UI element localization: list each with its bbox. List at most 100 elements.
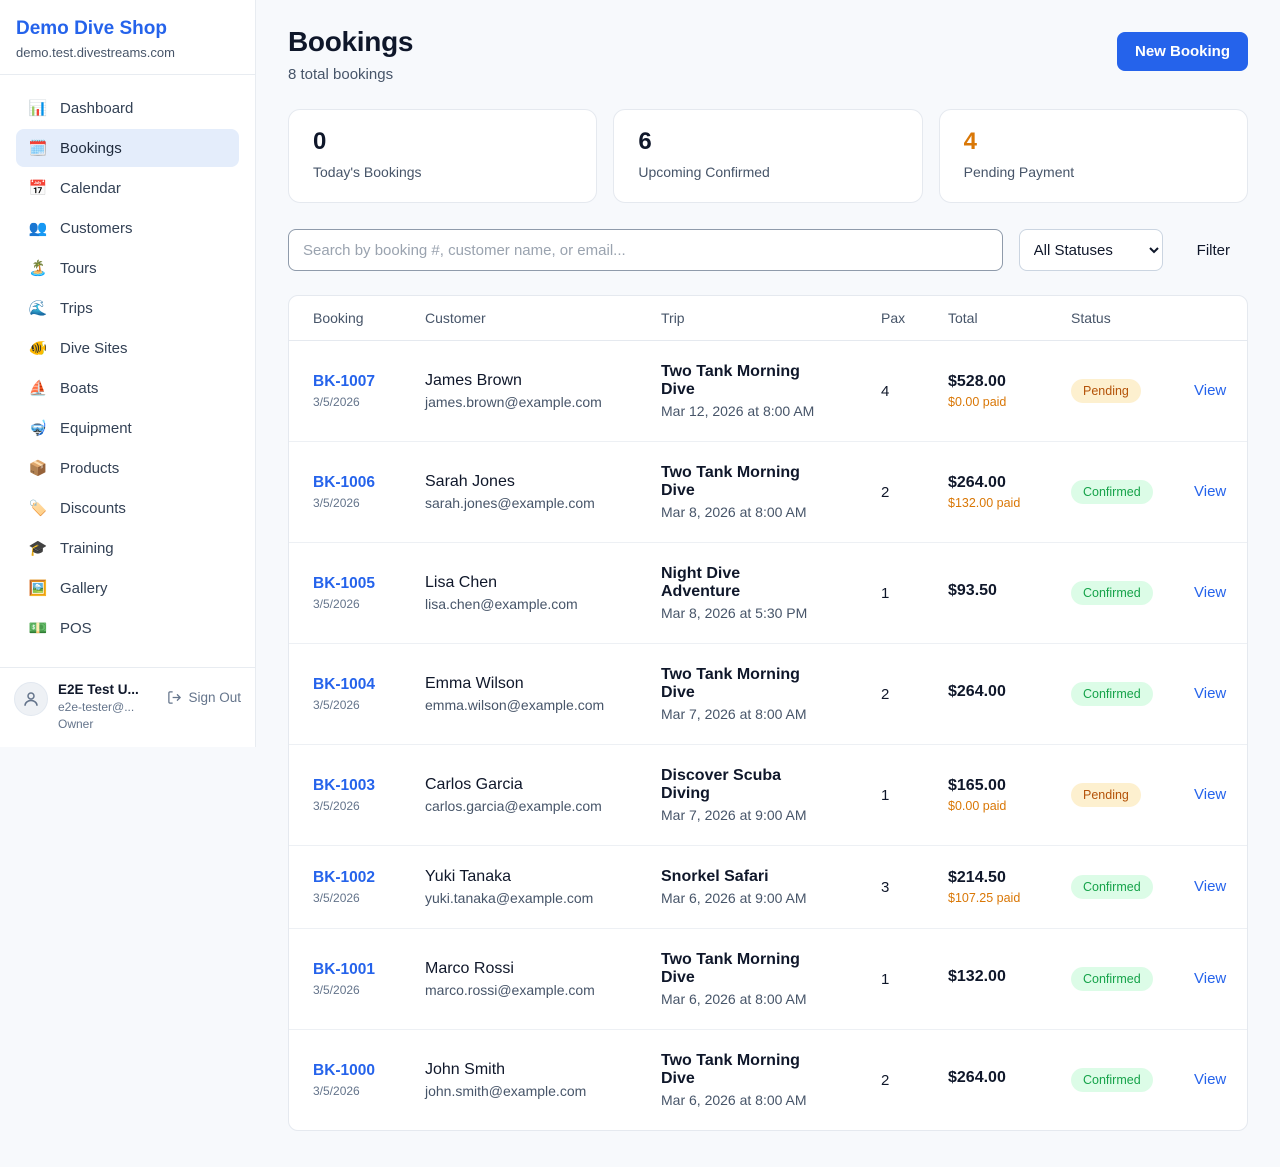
customer-cell: Lisa Chen lisa.chen@example.com — [425, 574, 661, 612]
stat-card-pending-payment: 4 Pending Payment — [938, 109, 1248, 203]
stat-value: 0 — [313, 128, 327, 155]
sidebar-item-dashboard[interactable]: 📊 Dashboard — [16, 89, 239, 127]
sidebar-item-tours[interactable]: 🏝️ Tours — [16, 249, 239, 287]
sidebar-item-label: Trips — [60, 299, 93, 317]
sign-out-icon — [168, 691, 182, 704]
paid-amount: $0.00 paid — [948, 395, 1007, 409]
customer-name: Emma Wilson — [425, 675, 524, 692]
customer-email: carlos.garcia@example.com — [425, 798, 602, 814]
status-badge: Pending — [1071, 379, 1141, 403]
filter-button[interactable]: Filter — [1179, 234, 1248, 267]
booking-date: 3/5/2026 — [313, 1084, 360, 1098]
view-link[interactable]: View — [1194, 786, 1227, 803]
sidebar-item-trips[interactable]: 🌊 Trips — [16, 289, 239, 327]
sidebar-item-bookings[interactable]: 🗓️ Bookings — [16, 129, 239, 167]
page-heading-block: Bookings 8 total bookings — [288, 26, 413, 83]
customer-email: sarah.jones@example.com — [425, 495, 595, 511]
customer-name: James Brown — [425, 372, 522, 389]
status-cell: Pending — [1071, 783, 1194, 807]
sidebar-item-customers[interactable]: 👥 Customers — [16, 209, 239, 247]
column-header-trip: Trip — [661, 310, 685, 326]
column-header-total: Total — [948, 310, 978, 326]
page-title: Bookings — [288, 26, 414, 57]
sidebar-item-training[interactable]: 🎓 Training — [16, 529, 239, 567]
view-link[interactable]: View — [1194, 483, 1227, 500]
pax-count: 4 — [881, 382, 890, 400]
customer-email: yuki.tanaka@example.com — [425, 890, 594, 906]
customer-cell: John Smith john.smith@example.com — [425, 1061, 661, 1099]
discounts-icon: 🏷️ — [28, 500, 48, 517]
trip-cell: Night Dive Adventure Mar 8, 2026 at 5:30… — [661, 565, 881, 621]
view-link[interactable]: View — [1194, 970, 1227, 987]
booking-date: 3/5/2026 — [313, 395, 360, 409]
customer-cell: Carlos Garcia carlos.garcia@example.com — [425, 776, 661, 814]
user-section: E2E Test U... e2e-tester@... Owner Sign … — [0, 667, 255, 747]
booking-id-link[interactable]: BK-1000 — [313, 1062, 376, 1079]
customer-name: Lisa Chen — [425, 574, 498, 591]
booking-date: 3/5/2026 — [313, 799, 360, 813]
status-cell: Confirmed — [1071, 581, 1194, 605]
view-link[interactable]: View — [1194, 1071, 1227, 1088]
view-link[interactable]: View — [1194, 685, 1227, 702]
pax-count: 1 — [881, 970, 890, 988]
booking-id-link[interactable]: BK-1005 — [313, 575, 376, 592]
booking-id-link[interactable]: BK-1002 — [313, 869, 376, 886]
person-icon — [24, 692, 38, 706]
trip-cell: Two Tank Morning Dive Mar 12, 2026 at 8:… — [661, 363, 881, 419]
table-header-row: Booking Customer Trip Pax Total Status — [289, 296, 1247, 341]
sidebar-item-equipment[interactable]: 🤿 Equipment — [16, 409, 239, 447]
total-amount: $214.50 — [948, 869, 1006, 886]
pax-count: 2 — [881, 1071, 890, 1089]
sidebar-item-boats[interactable]: ⛵ Boats — [16, 369, 239, 407]
trip-datetime: Mar 6, 2026 at 8:00 AM — [661, 1092, 807, 1108]
trip-datetime: Mar 7, 2026 at 8:00 AM — [661, 706, 807, 722]
search-input[interactable] — [288, 229, 1003, 271]
status-select[interactable]: All Statuses — [1018, 229, 1163, 271]
trips-icon: 🌊 — [28, 300, 48, 317]
booking-id-link[interactable]: BK-1004 — [313, 676, 376, 693]
trip-name: Two Tank Morning Dive — [661, 363, 800, 398]
booking-id-link[interactable]: BK-1003 — [313, 777, 376, 794]
customer-cell: Sarah Jones sarah.jones@example.com — [425, 473, 661, 511]
column-header-pax: Pax — [881, 310, 906, 326]
new-booking-button[interactable]: New Booking — [1116, 32, 1248, 71]
trip-cell: Two Tank Morning Dive Mar 6, 2026 at 8:0… — [661, 1052, 881, 1108]
booking-id-link[interactable]: BK-1006 — [313, 474, 376, 491]
sidebar-item-discounts[interactable]: 🏷️ Discounts — [16, 489, 239, 527]
sidebar-item-label: Gallery — [60, 579, 108, 597]
sidebar-item-gallery[interactable]: 🖼️ Gallery — [16, 569, 239, 607]
status-cell: Pending — [1071, 379, 1194, 403]
sign-out-button[interactable]: Sign Out — [167, 682, 241, 705]
sidebar-item-calendar[interactable]: 📅 Calendar — [16, 169, 239, 207]
table-row: BK-1001 3/5/2026 Marco Rossi marco.rossi… — [289, 929, 1247, 1030]
view-link[interactable]: View — [1194, 382, 1227, 399]
customer-name: Marco Rossi — [425, 960, 514, 977]
dive-sites-icon: 🐠 — [28, 340, 48, 357]
sidebar-item-products[interactable]: 📦 Products — [16, 449, 239, 487]
user-name: E2E Test U... — [58, 682, 139, 697]
status-badge: Confirmed — [1071, 581, 1153, 605]
trip-cell: Two Tank Morning Dive Mar 7, 2026 at 8:0… — [661, 666, 881, 722]
booking-cell: BK-1000 3/5/2026 — [313, 1062, 425, 1098]
booking-id-link[interactable]: BK-1001 — [313, 961, 376, 978]
sidebar-item-label: Customers — [60, 219, 133, 237]
pos-icon: 💵 — [28, 620, 48, 637]
view-link[interactable]: View — [1194, 878, 1227, 895]
status-badge: Confirmed — [1071, 1068, 1153, 1092]
booking-id-link[interactable]: BK-1007 — [313, 373, 376, 390]
sidebar-item-dive-sites[interactable]: 🐠 Dive Sites — [16, 329, 239, 367]
trip-name: Two Tank Morning Dive — [661, 1052, 800, 1087]
trip-name: Discover Scuba Diving — [661, 767, 782, 802]
trip-cell: Two Tank Morning Dive Mar 8, 2026 at 8:0… — [661, 464, 881, 520]
sidebar-item-pos[interactable]: 💵 POS — [16, 609, 239, 647]
dashboard-icon: 📊 — [28, 100, 48, 117]
page-subtitle: 8 total bookings — [288, 66, 394, 83]
calendar-icon: 📅 — [28, 180, 48, 197]
user-email: e2e-tester@... — [58, 700, 135, 714]
view-link[interactable]: View — [1194, 584, 1227, 601]
table-row: BK-1006 3/5/2026 Sarah Jones sarah.jones… — [289, 442, 1247, 543]
status-badge: Confirmed — [1071, 967, 1153, 991]
column-header-booking: Booking — [313, 310, 364, 326]
gallery-icon: 🖼️ — [28, 580, 48, 597]
pax-count: 2 — [881, 483, 890, 501]
